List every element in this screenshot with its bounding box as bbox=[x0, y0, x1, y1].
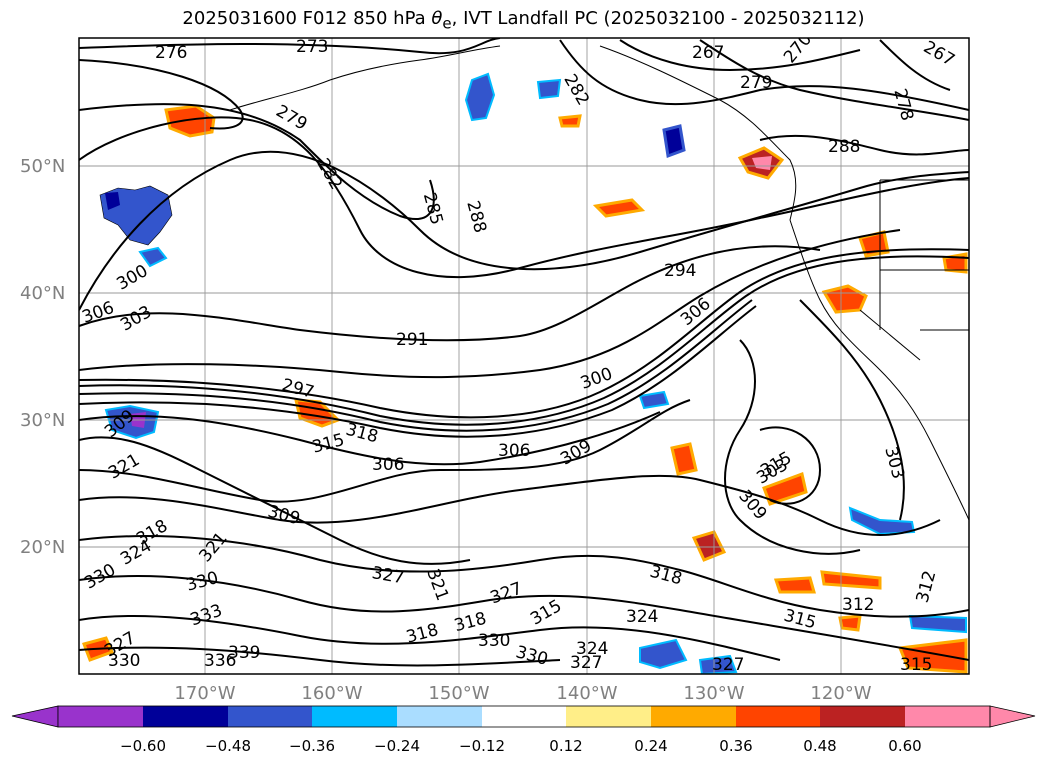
pc-negative-area bbox=[848, 506, 916, 536]
pc-shading bbox=[82, 72, 968, 674]
contour-label: 306 bbox=[372, 455, 404, 475]
lat-labels: 50°N 40°N 30°N 20°N bbox=[20, 156, 65, 558]
colorbar-cell bbox=[228, 706, 312, 727]
title-theta: θ bbox=[431, 8, 443, 29]
map-title: 2025031600 F012 850 hPa θe, IVT Landfall… bbox=[0, 8, 1047, 33]
pc-positive-area bbox=[773, 576, 816, 594]
colorbar-cell bbox=[651, 706, 736, 727]
colorbar-tick: −0.12 bbox=[459, 737, 505, 755]
contour-label: 276 bbox=[155, 43, 187, 63]
lat-label-20n: 20°N bbox=[20, 537, 65, 558]
contour-label: 273 bbox=[296, 37, 328, 57]
colorbar-cell bbox=[312, 706, 397, 727]
pc-positive-area bbox=[691, 530, 727, 562]
colorbar-cell bbox=[905, 706, 990, 727]
title-prefix: 2025031600 F012 850 hPa bbox=[182, 8, 432, 29]
contour-label: 312 bbox=[842, 595, 874, 615]
colorbar-cell bbox=[820, 706, 905, 727]
pc-positive-area bbox=[820, 570, 882, 590]
colorbar-cell bbox=[143, 706, 228, 727]
contour-label: 327 bbox=[712, 655, 744, 675]
lon-label-170w: 170°W bbox=[174, 683, 235, 704]
lat-label-40n: 40°N bbox=[20, 283, 65, 304]
colorbar-tick: 0.36 bbox=[719, 737, 752, 755]
contour-label: 339 bbox=[228, 643, 260, 663]
map-panel: 276 273 267 270 267 279 278 282 282 285 … bbox=[79, 37, 969, 675]
colorbar-cell bbox=[58, 706, 143, 727]
pc-positive-area bbox=[821, 284, 868, 314]
contour-label: 327 bbox=[570, 653, 602, 673]
contour-label: 336 bbox=[204, 651, 236, 671]
lon-label-150w: 150°W bbox=[428, 683, 489, 704]
pc-positive-area bbox=[897, 638, 968, 674]
colorbar-tick: 0.60 bbox=[888, 737, 921, 755]
colorbar-tick: 0.12 bbox=[549, 737, 582, 755]
contour-label: 288 bbox=[828, 137, 860, 157]
colorbar-tick: −0.24 bbox=[374, 737, 420, 755]
colorbar-ticks: −0.60 −0.48 −0.36 −0.24 −0.12 0.12 0.24 … bbox=[120, 737, 922, 755]
colorbar-cell bbox=[566, 706, 651, 727]
colorbar-extend-high bbox=[989, 705, 1036, 728]
contour-label: 294 bbox=[664, 261, 696, 281]
colorbar-tick: 0.24 bbox=[634, 737, 667, 755]
pc-positive-area bbox=[838, 614, 862, 632]
lon-label-120w: 120°W bbox=[810, 683, 871, 704]
colorbar-extend-low bbox=[11, 705, 59, 728]
coastlines bbox=[229, 45, 969, 521]
lon-label-140w: 140°W bbox=[556, 683, 617, 704]
pc-positive-area bbox=[558, 114, 582, 128]
colorbar-cell bbox=[736, 706, 820, 727]
contour-label: 279 bbox=[740, 73, 772, 93]
contour-label: 306 bbox=[498, 441, 530, 461]
pc-negative-area bbox=[662, 124, 686, 159]
pc-negative-area bbox=[908, 614, 967, 634]
pc-positive-area bbox=[592, 198, 646, 218]
contour-label: 324 bbox=[626, 607, 658, 627]
colorbar: −0.60 −0.48 −0.36 −0.24 −0.12 0.12 0.24 … bbox=[11, 705, 1036, 755]
map-frame bbox=[78, 37, 970, 675]
lon-labels: 170°W 160°W 150°W 140°W 130°W 120°W bbox=[174, 683, 871, 704]
contour-label: 330 bbox=[108, 651, 140, 671]
colorbar-tick: −0.36 bbox=[289, 737, 335, 755]
lat-label-50n: 50°N bbox=[20, 156, 65, 177]
colorbar-cell bbox=[397, 706, 482, 727]
contour-label: 267 bbox=[692, 43, 724, 63]
colorbar-tick: −0.48 bbox=[205, 737, 251, 755]
colorbar-tick: 0.48 bbox=[803, 737, 836, 755]
contour-label: 291 bbox=[396, 330, 428, 350]
pc-negative-area bbox=[536, 78, 562, 100]
lat-label-30n: 30°N bbox=[20, 410, 65, 431]
colorbar-tick: −0.60 bbox=[120, 737, 166, 755]
colorbar-cell bbox=[482, 706, 566, 727]
contour-label: 330 bbox=[478, 631, 510, 651]
lon-label-160w: 160°W bbox=[301, 683, 362, 704]
pc-positive-area bbox=[752, 156, 772, 170]
pc-negative-area bbox=[698, 654, 738, 674]
title-sub: e bbox=[442, 14, 452, 33]
title-suffix: , IVT Landfall PC (2025032100 - 20250321… bbox=[451, 8, 865, 29]
pc-negative-area bbox=[105, 192, 120, 210]
theta-contours bbox=[79, 38, 969, 667]
contour-label: 315 bbox=[900, 655, 932, 675]
contour-label: 324 bbox=[576, 639, 608, 659]
pc-negative-area bbox=[138, 246, 168, 268]
pc-negative-area bbox=[639, 638, 688, 670]
pc-negative-area bbox=[464, 72, 496, 122]
pc-negative-area bbox=[638, 390, 670, 410]
lon-label-130w: 130°W bbox=[683, 683, 744, 704]
pc-positive-area bbox=[670, 442, 698, 476]
